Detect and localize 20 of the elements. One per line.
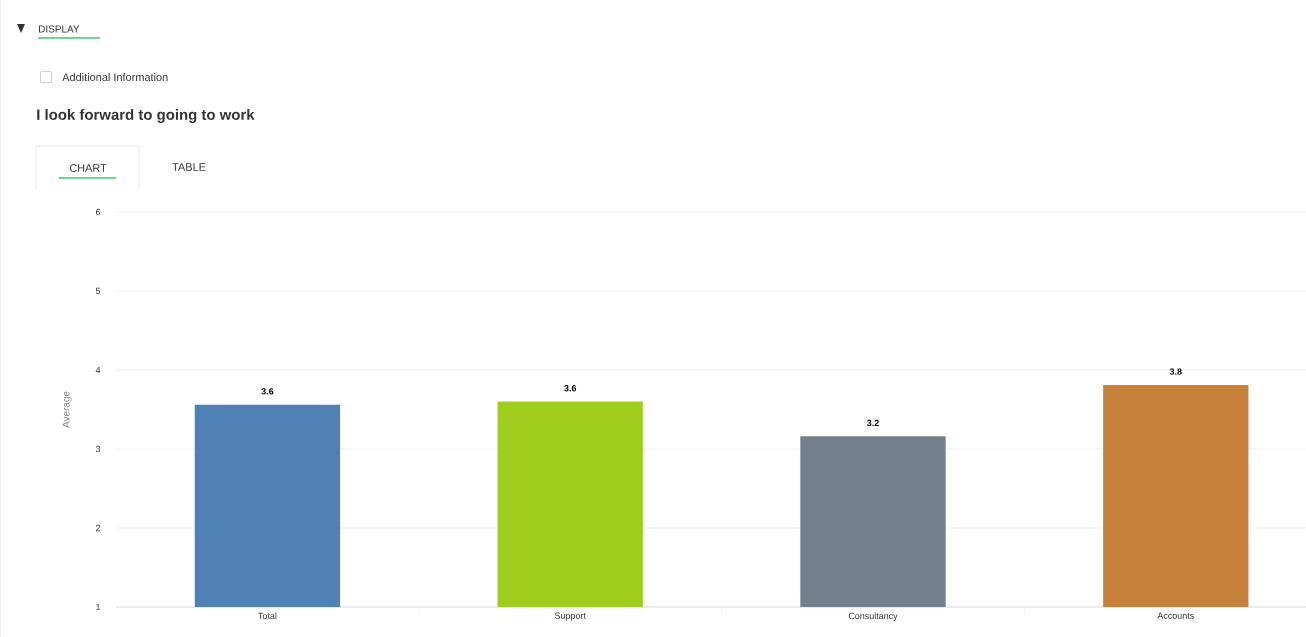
y-tick-label: 5 — [95, 287, 101, 295]
y-axis-title: Average — [62, 391, 72, 428]
text: DISPLAY — [39, 25, 80, 33]
data-label: 3.6 — [261, 388, 274, 395]
y-tick-label: 4 — [95, 366, 101, 374]
y-tick-label: 2 — [95, 524, 101, 532]
chart-title: I look forward to going to work — [37, 109, 255, 123]
text: CHART — [69, 164, 107, 172]
y-tick-label: 1 — [96, 603, 101, 611]
x-tick-label: Support — [554, 612, 586, 621]
text: Additional Information — [62, 72, 168, 82]
x-tick-label: Total — [258, 612, 277, 620]
text: TABLE — [172, 163, 206, 171]
data-label: 3.2 — [866, 419, 879, 427]
x-tick-label: Accounts — [1157, 612, 1194, 619]
x-tick-label: Consultancy — [848, 612, 898, 621]
data-label: 3.8 — [1169, 368, 1182, 375]
data-label: 3.6 — [564, 385, 577, 392]
y-tick-label: 6 — [95, 208, 101, 216]
y-tick-label: 3 — [95, 445, 101, 453]
